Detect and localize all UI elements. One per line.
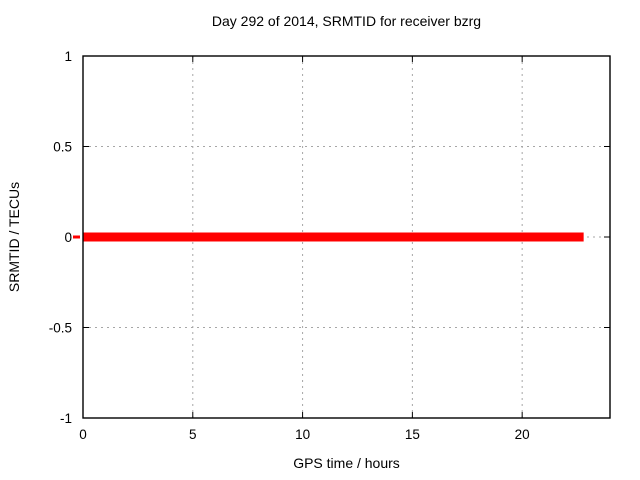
x-tick-label-5: 5 <box>189 427 197 442</box>
plot-border <box>82 55 611 419</box>
y-tick-label-0.5: 0.5 <box>53 140 72 155</box>
x-tick-label-20: 20 <box>515 427 530 442</box>
y-tick-label-0: 0 <box>64 230 72 245</box>
x-tick-label-10: 10 <box>295 427 310 442</box>
y-tick-label--0.5: -0.5 <box>49 321 72 336</box>
y-tick-label--1: -1 <box>60 411 72 426</box>
x-tick-label-15: 15 <box>405 427 420 442</box>
x-tick-label-0: 0 <box>79 427 87 442</box>
x-axis-label: GPS time / hours <box>293 455 400 471</box>
y-tick-label-1: 1 <box>64 49 72 64</box>
chart-title: Day 292 of 2014, SRMTID for receiver bzr… <box>211 13 482 29</box>
